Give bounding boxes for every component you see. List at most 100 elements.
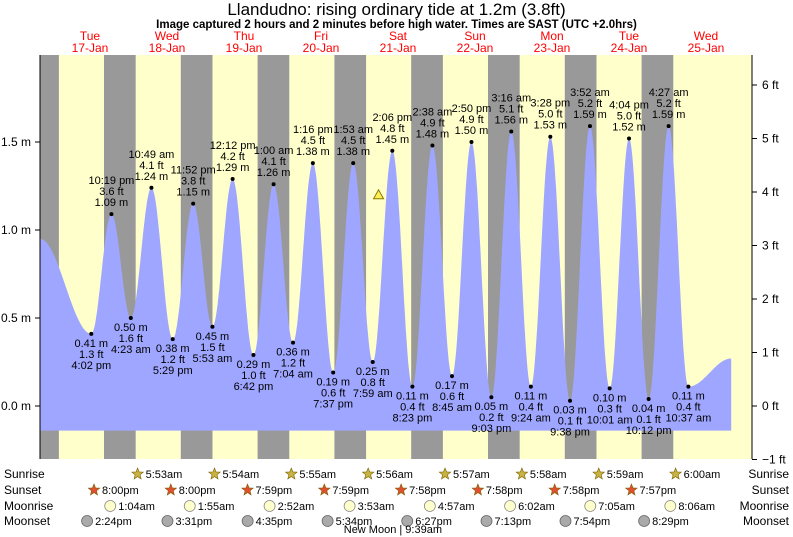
high-time: 2:38 am: [413, 107, 453, 119]
row-label-left: Moonrise: [4, 499, 54, 513]
moonrise-time: 8:06am: [678, 501, 715, 513]
high-time: 2:06 pm: [372, 112, 412, 124]
low-ft: 1.6 ft: [119, 333, 143, 345]
low-ft: 0.1 ft: [558, 416, 582, 428]
high-ft: 3.8 ft: [181, 176, 205, 188]
moonrise-time: 3:53am: [358, 501, 395, 513]
moonset-time: 7:54pm: [573, 516, 610, 528]
high-time: 1:00 am: [254, 145, 294, 157]
high-water-dot: [351, 161, 356, 166]
moonset-icon: [401, 515, 414, 527]
low-time: 7:37 pm: [313, 399, 353, 411]
high-ft: 3.6 ft: [99, 186, 123, 198]
high-water-dot: [469, 140, 474, 144]
high-time: 3:16 am: [491, 92, 531, 104]
high-water-dot: [109, 212, 114, 217]
low-water-dot: [291, 340, 296, 345]
high-m: 1.24 m: [135, 171, 169, 183]
low-ft: 0.2 ft: [479, 412, 503, 424]
sunset-time: 8:00pm: [179, 485, 216, 497]
sunset-icon: [317, 483, 331, 496]
low-m: 0.11 m: [514, 391, 547, 403]
sunrise-time: 5:56am: [376, 469, 413, 481]
low-m: 0.29 m: [237, 359, 271, 371]
low-m: 0.19 m: [316, 377, 350, 389]
moonrise-icon: [263, 500, 276, 512]
high-ft: 4.2 ft: [220, 151, 244, 163]
high-time: 4:27 am: [649, 87, 689, 99]
day-name: Fri: [314, 29, 328, 43]
high-m: 1.26 m: [257, 167, 291, 179]
high-time: 10:49 am: [128, 149, 174, 161]
high-m: 1.59 m: [573, 109, 607, 121]
low-m: 0.50 m: [114, 322, 148, 334]
high-m: 1.15 m: [176, 187, 210, 199]
high-water-dot: [548, 134, 553, 139]
low-ft: 1.2 ft: [161, 354, 185, 366]
low-time: 9:03 pm: [471, 423, 511, 435]
high-ft: 4.1 ft: [261, 156, 285, 168]
low-m: 0.11 m: [672, 391, 705, 403]
sunset-time: 7:59pm: [256, 485, 293, 497]
y-tick-label-ft: 6 ft: [762, 78, 779, 92]
left-margin: [0, 55, 40, 459]
day-date: 18-Jan: [149, 41, 186, 55]
chart-title: Llandudno: rising ordinary tide at 1.2m …: [227, 0, 566, 19]
moonrise-time: 1:04am: [118, 501, 155, 513]
moonset-time: 7:13pm: [495, 516, 532, 528]
sunrise-icon: [515, 467, 529, 480]
low-water-dot: [210, 324, 215, 329]
low-ft: 1.5 ft: [200, 342, 224, 354]
low-m: 0.04 m: [632, 403, 666, 415]
day-name: Mon: [540, 29, 563, 43]
high-ft: 5.1 ft: [499, 103, 523, 115]
sunrise-time: 5:58am: [530, 469, 567, 481]
day-date: 23-Jan: [534, 41, 571, 55]
low-ft: 1.0 ft: [241, 370, 265, 382]
sunset-icon: [624, 483, 638, 496]
day-date: 25-Jan: [688, 41, 725, 55]
low-water-dot: [607, 386, 612, 391]
low-time: 8:23 pm: [393, 413, 433, 425]
moonrise-time: 7:05am: [598, 501, 635, 513]
low-water-dot: [489, 395, 494, 400]
high-m: 1.45 m: [375, 134, 409, 146]
low-time: 4:02 pm: [71, 360, 111, 372]
low-m: 0.25 m: [356, 366, 390, 378]
sunset-time: 7:57pm: [639, 485, 676, 497]
low-water-dot: [128, 316, 133, 320]
high-m: 1.50 m: [455, 125, 489, 137]
low-time: 8:45 am: [432, 402, 472, 414]
high-water-dot: [149, 185, 154, 190]
low-water-dot: [89, 331, 94, 336]
low-ft: 0.8 ft: [361, 377, 385, 389]
high-ft: 4.5 ft: [301, 135, 325, 147]
sunset-time: 7:58pm: [409, 485, 446, 497]
sunset-time: 7:59pm: [332, 485, 369, 497]
sunrise-icon: [208, 467, 221, 480]
low-ft: 0.6 ft: [440, 391, 464, 403]
low-ft: 0.4 ft: [400, 402, 424, 414]
moonset-icon: [638, 515, 651, 527]
low-time: 7:04 am: [273, 369, 313, 381]
sunset-time: 7:58pm: [563, 485, 600, 497]
row-label-left: Moonset: [4, 514, 51, 528]
moonset-time: 2:24pm: [95, 516, 132, 528]
low-m: 0.11 m: [396, 391, 429, 403]
high-time: 1:53 am: [333, 124, 373, 136]
y-tick-label-ft: 4 ft: [762, 185, 779, 199]
day-date: 19-Jan: [226, 41, 263, 55]
high-m: 1.38 m: [336, 146, 370, 158]
low-ft: 0.1 ft: [636, 414, 660, 426]
low-water-dot: [686, 384, 691, 389]
moonrise-icon: [423, 500, 436, 512]
low-water-dot: [251, 352, 256, 357]
moonrise-time: 6:02am: [518, 501, 555, 513]
sunset-icon: [394, 483, 408, 496]
moonset-icon: [241, 515, 254, 527]
y-tick-label-ft: 1 ft: [762, 346, 779, 360]
low-time: 10:01 am: [587, 414, 633, 426]
day-name: Thu: [234, 29, 255, 43]
high-ft: 5.2 ft: [578, 98, 602, 110]
low-m: 0.38 m: [156, 343, 190, 355]
